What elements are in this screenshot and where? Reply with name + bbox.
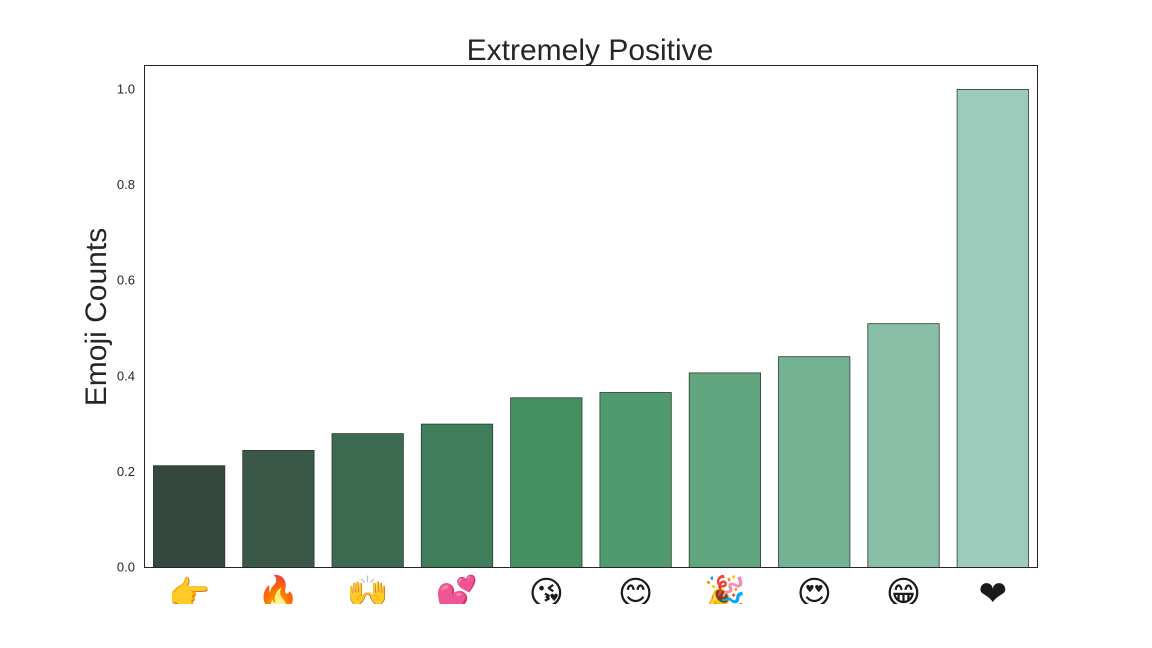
bar-9 — [956, 89, 1029, 568]
raised-hands-icon: 🙌 — [347, 574, 389, 614]
bar-8 — [867, 323, 940, 568]
y-tick-label: 0.0 — [117, 560, 135, 575]
bar-5 — [599, 392, 672, 568]
y-tick-labels: 0.0 0.2 0.4 0.6 0.8 1.0 — [117, 81, 135, 574]
y-tick-label: 0.2 — [117, 464, 135, 479]
y-axis-label: Emoji Counts — [80, 228, 113, 406]
party-popper-icon: 🎉 — [704, 574, 746, 614]
chart-title: Extremely Positive — [467, 34, 714, 67]
y-tick-label: 0.6 — [117, 273, 135, 288]
bar-0 — [152, 465, 226, 568]
kissing-face-icon: 😘 — [529, 574, 564, 614]
x-tick-labels: 👉 🔥 🙌 💕 😘 😊 🎉 😍 😁 ❤ — [168, 574, 1008, 614]
y-tick-label: 0.4 — [117, 368, 135, 383]
y-tick-label: 0.8 — [117, 177, 135, 192]
bar-4 — [510, 397, 583, 568]
bars-group — [152, 89, 1029, 568]
two-hearts-icon: 💕 — [436, 574, 478, 614]
point-right-icon: 👉 — [168, 574, 210, 614]
grinning-face-icon: 😁 — [886, 574, 921, 614]
heart-eyes-icon: 😍 — [797, 574, 832, 614]
red-heart-icon: ❤ — [979, 574, 1008, 614]
smiling-face-icon: 😊 — [618, 574, 653, 614]
bar-1 — [242, 449, 315, 568]
bar-3 — [420, 423, 494, 568]
bar-7 — [778, 356, 851, 568]
fire-icon: 🔥 — [257, 574, 299, 614]
bar-6 — [688, 372, 762, 568]
plot-frame — [144, 65, 1038, 568]
bar-2 — [331, 433, 404, 568]
y-tick-label: 1.0 — [117, 81, 135, 96]
